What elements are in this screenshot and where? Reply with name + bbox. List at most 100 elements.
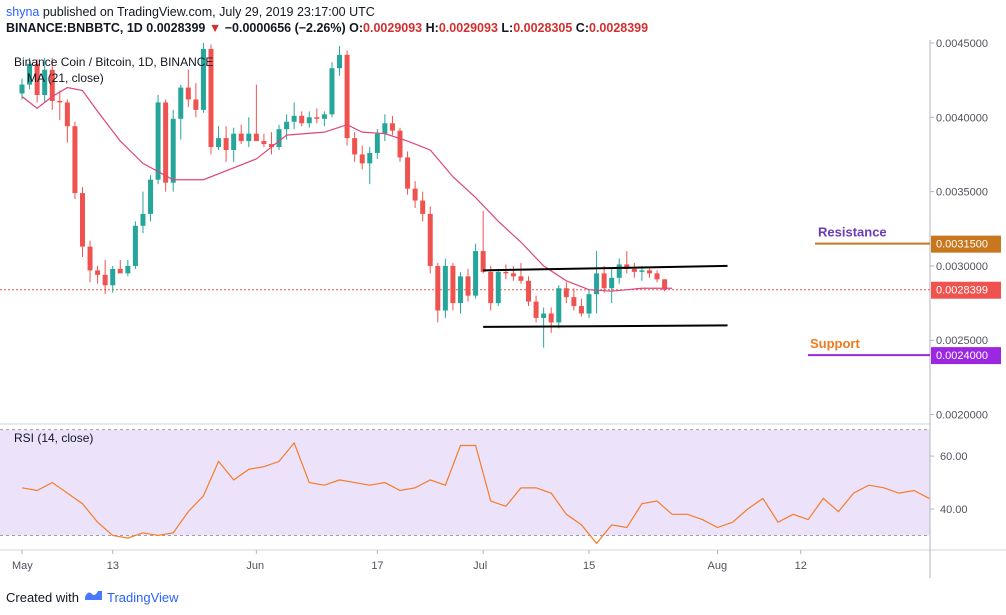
candle xyxy=(397,127,403,162)
candle xyxy=(95,265,101,284)
candle-body xyxy=(488,271,494,304)
candle-body xyxy=(609,277,615,289)
tradingview-brand[interactable]: TradingView xyxy=(107,590,179,605)
candle-body xyxy=(337,54,343,69)
candle-body xyxy=(594,273,600,295)
candle xyxy=(457,271,463,314)
ohlc-close-value: 0.0028399 xyxy=(589,21,649,35)
time-tick-label: 13 xyxy=(107,560,119,572)
candle xyxy=(427,206,433,274)
candle-body xyxy=(442,265,448,311)
candle xyxy=(253,84,259,142)
candle xyxy=(586,289,592,318)
candle-body xyxy=(646,270,652,274)
last-price-tag: 0.0028399 xyxy=(936,285,988,297)
candle-body xyxy=(526,280,532,302)
candle-body xyxy=(329,68,335,115)
candle xyxy=(155,94,161,185)
resistance-price-tag-bg xyxy=(931,235,1001,253)
candle-body xyxy=(261,141,267,145)
candle xyxy=(601,265,607,293)
candle xyxy=(435,262,441,323)
candle-body xyxy=(95,270,101,275)
candle xyxy=(405,151,411,195)
candle-body xyxy=(465,276,471,296)
candle-body xyxy=(374,133,380,153)
candle-body xyxy=(125,265,131,274)
candle xyxy=(480,210,486,274)
channel-trendline xyxy=(483,264,728,272)
ohlc-open-key: O: xyxy=(349,21,364,35)
candle-body xyxy=(276,129,282,148)
candle-body xyxy=(314,117,320,119)
candle-body xyxy=(148,179,154,214)
candle-body xyxy=(170,118,176,183)
candle-body xyxy=(578,306,584,314)
price-tick-label: 0.0030000 xyxy=(936,261,988,273)
candle xyxy=(382,114,388,142)
candle xyxy=(533,295,539,323)
author-name[interactable]: shyna xyxy=(6,5,40,19)
candle xyxy=(117,259,123,274)
ohlc-low-key: L: xyxy=(501,21,514,35)
candle-body xyxy=(601,273,607,289)
candle-body xyxy=(253,133,259,142)
candle xyxy=(548,307,554,333)
candle-body xyxy=(586,294,592,314)
ma21-line xyxy=(21,86,673,292)
candle xyxy=(359,145,365,170)
candle xyxy=(412,181,418,208)
candle-body xyxy=(473,251,479,296)
rsi-title: RSI (14, close) xyxy=(14,431,93,445)
last-price-tag-bg xyxy=(931,281,1001,299)
candle xyxy=(314,108,320,124)
candle xyxy=(594,251,600,314)
candle-body xyxy=(64,102,70,127)
price-tick-label: 0.0020000 xyxy=(936,410,988,422)
candle xyxy=(140,191,146,234)
rsi-line xyxy=(21,441,930,545)
candle-body xyxy=(616,264,622,278)
price-tick-label: 0.0035000 xyxy=(936,187,988,199)
candle xyxy=(200,42,206,113)
support-price-tag-bg xyxy=(931,347,1001,365)
candle-body xyxy=(420,200,426,214)
candle xyxy=(631,262,637,278)
ohlc-high-value: 0.0029093 xyxy=(438,21,498,35)
candle xyxy=(465,268,471,302)
candle-body xyxy=(185,87,191,100)
resistance-label: Resistance xyxy=(818,225,887,240)
candle-body xyxy=(518,276,524,281)
candle xyxy=(609,268,615,304)
candle xyxy=(261,133,267,148)
candle xyxy=(193,83,199,118)
candle xyxy=(223,126,229,162)
ohlc-close-key: C: xyxy=(575,21,589,35)
candle xyxy=(654,270,660,283)
candle xyxy=(216,126,222,150)
rsi-tick-label: 60.00 xyxy=(940,451,968,463)
candle-body xyxy=(367,152,373,164)
candle xyxy=(646,267,652,278)
candle-body xyxy=(200,48,206,110)
published-text: published on TradingView.com, July 29, 2… xyxy=(42,5,375,19)
candle xyxy=(571,288,577,311)
candle xyxy=(110,265,116,293)
candle-body xyxy=(246,133,252,142)
down-arrow-icon: ▼ xyxy=(208,21,222,35)
candle-body xyxy=(435,265,441,311)
candle xyxy=(148,175,154,222)
candle xyxy=(578,298,584,317)
candle xyxy=(374,129,380,159)
candle xyxy=(510,265,516,281)
candle xyxy=(662,279,668,292)
last-price: 0.0028399 xyxy=(146,21,206,35)
candle-body xyxy=(27,63,33,85)
time-tick-label: Aug xyxy=(708,560,728,572)
candle-body xyxy=(34,63,40,95)
candle-body xyxy=(155,102,161,180)
candle-body xyxy=(299,115,305,124)
candle-body xyxy=(238,133,244,142)
candle xyxy=(450,262,456,311)
